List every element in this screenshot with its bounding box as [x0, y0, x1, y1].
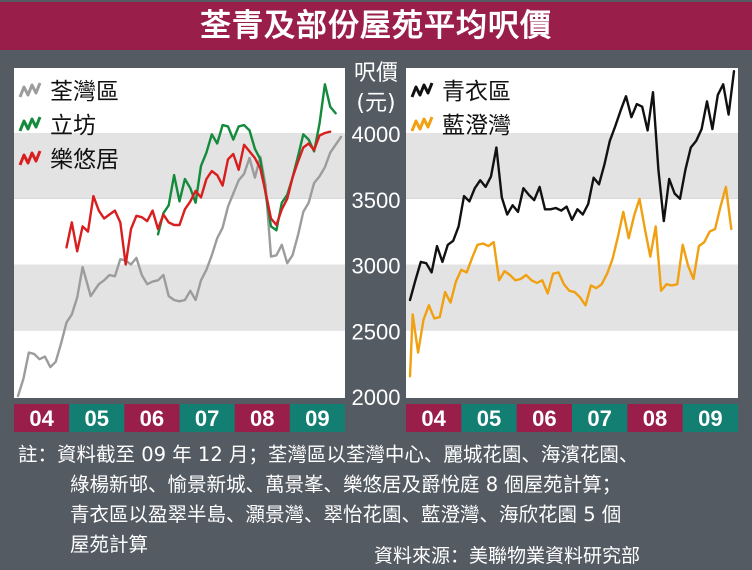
- legend-swatch: [18, 82, 42, 98]
- x-tick-badge: [14, 404, 70, 432]
- footnote-line: 綠楊新邨、愉景新城、萬景峯、樂悠居及爵悅庭 8 個屋苑計算；: [70, 473, 622, 496]
- footnote-line: 青衣區以盈翠半島、灝景灣、翠怡花園、藍澄灣、海欣花園 5 個: [70, 503, 622, 526]
- y-tick-label: 4000: [352, 122, 401, 147]
- title-bar: [0, 2, 752, 50]
- x-tick-badge: [234, 404, 290, 432]
- source-credit: 資料來源：美聯物業資料研究部: [374, 545, 641, 567]
- x-tick-label: 07: [195, 406, 219, 431]
- x-tick-label: 05: [85, 406, 109, 431]
- grid-band: [14, 68, 345, 133]
- y-tick-label: 3500: [352, 188, 401, 213]
- x-tick-badge: [461, 404, 517, 432]
- y-tick-label: 2000: [352, 385, 401, 410]
- legend-label: 立坊: [50, 113, 96, 139]
- series-line: [156, 83, 337, 236]
- legend-label: 青衣區: [442, 79, 511, 105]
- y-tick-label: 2500: [352, 319, 401, 344]
- legend-label: 藍澄灣: [442, 113, 511, 139]
- footnote: 註：資料截至 09 年 12 月；荃灣區以荃灣中心、麗城花園、海濱花園、 綠楊新…: [18, 440, 748, 560]
- series-line: [65, 130, 332, 266]
- x-tick-badge: [179, 404, 235, 432]
- x-tick-badge: [124, 404, 180, 432]
- x-tick-badge: [289, 404, 345, 432]
- x-tick-label: 06: [140, 406, 164, 431]
- grid-band: [14, 198, 345, 265]
- legend-swatch: [18, 116, 42, 132]
- footnote-line: 註：資料截至 09 年 12 月；荃灣區以荃灣中心、麗城花園、海濱花園、: [18, 443, 639, 466]
- right-panel-bands: [406, 68, 738, 398]
- x-tick-badge: [572, 404, 628, 432]
- legend-swatch: [18, 150, 42, 166]
- grid-band: [14, 264, 345, 331]
- grid-band: [406, 330, 738, 398]
- legend-label: 樂悠居: [50, 147, 119, 173]
- x-tick-label: 06: [532, 406, 556, 431]
- x-tick-badge: [406, 404, 462, 432]
- y-axis-label: 呎價: [354, 61, 398, 86]
- x-tick-badge: [682, 404, 738, 432]
- x-tick-label: 04: [29, 406, 54, 431]
- grid-band: [406, 264, 738, 331]
- y-tick-label: 3000: [352, 254, 401, 279]
- x-tick-label: 09: [698, 406, 722, 431]
- grid-band: [406, 133, 738, 199]
- footnote-line: 屋苑計算: [70, 533, 149, 556]
- series-layer: [16, 69, 736, 398]
- legend-label: 荃灣區: [50, 79, 119, 105]
- x-tick-label: 08: [643, 406, 667, 431]
- legend-swatch: [410, 116, 434, 132]
- y-axis: 2000 2500 3000 3500 4000 呎價 (元): [352, 61, 401, 410]
- series-line: [16, 135, 343, 398]
- x-tick-badge: [516, 404, 572, 432]
- x-tick-label: 05: [477, 406, 501, 431]
- chart-title: 荃青及部份屋苑平均呎價: [200, 8, 552, 44]
- x-tick-label: 08: [250, 406, 274, 431]
- legend-swatch: [410, 82, 434, 98]
- y-axis-label: (元): [356, 91, 395, 116]
- x-axis: 04 05 06 07 08 09 04 05 06 07 08 09: [14, 404, 738, 432]
- x-tick-badge: [627, 404, 683, 432]
- grid-band: [14, 330, 345, 398]
- x-tick-label: 07: [587, 406, 611, 431]
- x-tick-label: 09: [305, 406, 329, 431]
- x-tick-label: 04: [421, 406, 446, 431]
- series-line: [408, 185, 733, 378]
- grid-band: [406, 68, 738, 133]
- x-tick-badge: [69, 404, 125, 432]
- series-line: [408, 69, 736, 302]
